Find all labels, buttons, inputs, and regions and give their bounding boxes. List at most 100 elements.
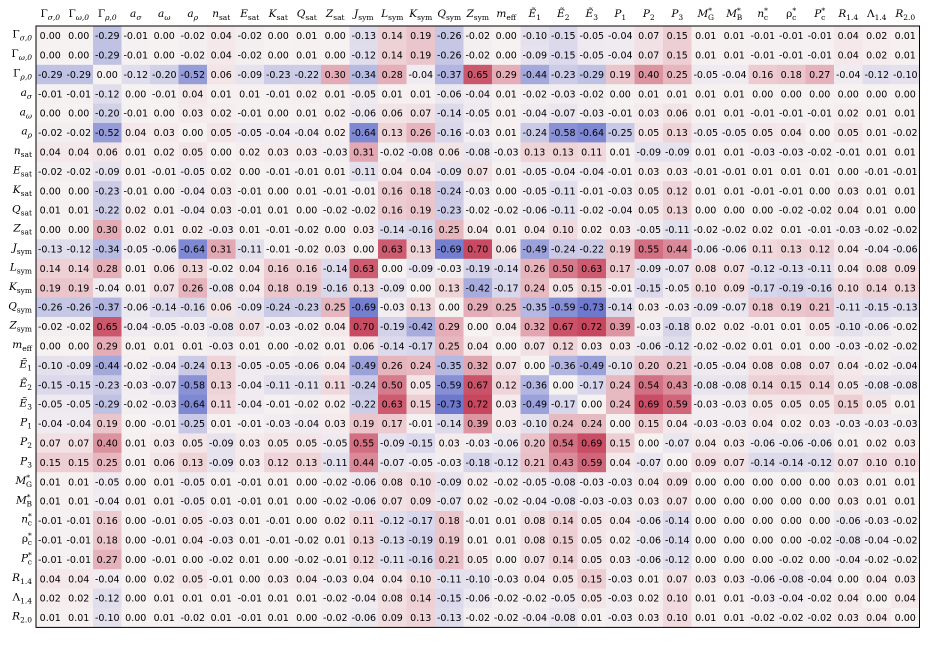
heatmap-cell bbox=[891, 142, 920, 163]
heatmap-cell bbox=[748, 375, 778, 395]
cell-value-label: -0.05 bbox=[522, 477, 547, 488]
heatmap-cell bbox=[891, 161, 920, 182]
heatmap-cell bbox=[663, 355, 692, 376]
cell-value-label: -0.02 bbox=[864, 555, 889, 566]
cell-value-label: 0.03 bbox=[838, 613, 859, 624]
cell-value-label: -0.02 bbox=[323, 477, 348, 488]
heatmap-cell bbox=[520, 375, 550, 395]
cell-value-label: -0.09 bbox=[408, 264, 433, 275]
cell-value-label: 0.13 bbox=[296, 458, 317, 469]
heatmap-cell bbox=[805, 181, 835, 201]
heatmap-cell bbox=[606, 103, 635, 124]
cell-value-label: -0.03 bbox=[380, 303, 405, 314]
heatmap-cell bbox=[720, 239, 749, 260]
cell-value-label: -0.01 bbox=[893, 167, 918, 178]
cell-value-label: 0.00 bbox=[809, 477, 830, 488]
heatmap-cell bbox=[292, 433, 322, 454]
cell-value-label: 0.08 bbox=[695, 264, 716, 275]
cell-value-label: -0.06 bbox=[636, 516, 661, 527]
heatmap-cell bbox=[777, 278, 806, 298]
cell-value-label: 0.01 bbox=[496, 225, 517, 236]
cell-value-label: 0.19 bbox=[353, 419, 374, 430]
cell-value-label: 0.00 bbox=[724, 497, 745, 508]
cell-value-label: 0.15 bbox=[68, 458, 89, 469]
heatmap-cell bbox=[463, 181, 493, 201]
cell-value-label: -0.02 bbox=[807, 613, 832, 624]
cell-value-label: 0.02 bbox=[325, 516, 346, 527]
cell-value-label: -0.42 bbox=[408, 322, 433, 333]
heatmap-cell bbox=[292, 317, 322, 337]
cell-value-label: 0.43 bbox=[667, 380, 688, 391]
cell-value-label: 0.10 bbox=[553, 225, 574, 236]
heatmap-cell bbox=[606, 26, 635, 46]
cell-value-label: 0.04 bbox=[838, 206, 859, 217]
cell-value-label: 0.21 bbox=[809, 303, 830, 314]
heatmap-cell bbox=[606, 200, 635, 221]
heatmap-cell bbox=[691, 84, 721, 104]
heatmap-cell bbox=[520, 336, 550, 357]
cell-value-label: -0.02 bbox=[779, 206, 804, 217]
cell-value-label: 0.02 bbox=[467, 497, 488, 508]
cell-value-label: 0.09 bbox=[695, 458, 716, 469]
cell-value-label: -0.04 bbox=[579, 167, 604, 178]
cell-value-label: 0.00 bbox=[154, 109, 175, 120]
cell-value-label: -0.05 bbox=[180, 497, 205, 508]
heatmap-cell bbox=[606, 64, 635, 85]
cell-value-label: 0.31 bbox=[353, 148, 374, 159]
cell-value-label: -0.09 bbox=[380, 283, 405, 294]
heatmap-cell bbox=[520, 45, 550, 66]
heatmap-cell bbox=[93, 433, 122, 454]
cell-value-label: 0.00 bbox=[866, 594, 887, 605]
cell-value-label: 0.00 bbox=[638, 439, 659, 450]
cell-value-label: 0.01 bbox=[667, 89, 688, 100]
cell-value-label: -0.08 bbox=[465, 148, 490, 159]
cell-value-label: -0.02 bbox=[693, 342, 718, 353]
cell-value-label: 0.01 bbox=[724, 613, 745, 624]
heatmap-cell bbox=[492, 84, 521, 104]
heatmap-cell bbox=[378, 26, 407, 46]
heatmap-cell bbox=[805, 336, 835, 357]
heatmap-cell bbox=[378, 181, 407, 201]
column-tick-label: ρ* c bbox=[786, 6, 796, 22]
cell-value-label: -0.01 bbox=[237, 594, 262, 605]
heatmap-cell bbox=[777, 142, 806, 163]
cell-value-label: 0.01 bbox=[866, 497, 887, 508]
heatmap-cell bbox=[292, 103, 322, 124]
cell-value-label: 0.19 bbox=[410, 51, 431, 62]
cell-value-label: -0.02 bbox=[522, 594, 547, 605]
heatmap-cell bbox=[150, 181, 179, 201]
cell-value-label: 0.01 bbox=[68, 613, 89, 624]
cell-value-label: 0.01 bbox=[268, 206, 289, 217]
cell-value-label: 0.50 bbox=[553, 264, 574, 275]
cell-value-label: 0.00 bbox=[40, 342, 61, 353]
heatmap-cell bbox=[150, 317, 179, 337]
column-tick-label: Ẽ3 bbox=[585, 6, 599, 22]
cell-value-label: 0.04 bbox=[752, 419, 773, 430]
cell-value-label: -0.15 bbox=[636, 283, 661, 294]
cell-value-label: 0.03 bbox=[638, 167, 659, 178]
cell-value-label: -0.05 bbox=[351, 89, 376, 100]
heatmap-cell bbox=[378, 200, 407, 221]
cell-value-label: -0.02 bbox=[779, 613, 804, 624]
heatmap-cell bbox=[805, 278, 835, 298]
cell-value-label: -0.05 bbox=[722, 128, 747, 139]
cell-value-label: 0.70 bbox=[467, 245, 488, 256]
heatmap-cell bbox=[150, 433, 179, 454]
cell-value-label: -0.02 bbox=[864, 361, 889, 372]
cell-value-label: -0.20 bbox=[152, 70, 177, 81]
cell-value-label: -0.09 bbox=[522, 51, 547, 62]
cell-value-label: -0.16 bbox=[180, 303, 205, 314]
cell-value-label: 0.26 bbox=[410, 128, 431, 139]
heatmap-cell bbox=[178, 433, 208, 454]
cell-value-label: -0.69 bbox=[351, 303, 376, 314]
heatmap-cell bbox=[549, 26, 578, 46]
cell-value-label: -0.11 bbox=[551, 186, 576, 197]
cell-value-label: 0.08 bbox=[781, 361, 802, 372]
cell-value-label: 0.08 bbox=[866, 264, 887, 275]
cell-value-label: -0.08 bbox=[779, 574, 804, 585]
heatmap-cell bbox=[93, 26, 122, 46]
cell-value-label: -0.05 bbox=[665, 283, 690, 294]
cell-value-label: 0.04 bbox=[524, 225, 545, 236]
cell-value-label: 0.12 bbox=[496, 380, 517, 391]
heatmap-cell bbox=[93, 239, 122, 260]
